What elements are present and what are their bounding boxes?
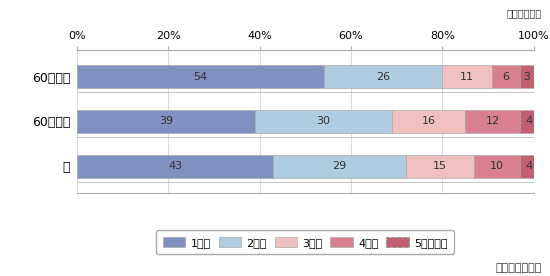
Bar: [323, 65, 442, 88]
Bar: [520, 155, 538, 178]
Bar: [392, 110, 465, 133]
Text: 10: 10: [490, 161, 504, 171]
Text: （単位：％）: （単位：％）: [507, 8, 542, 18]
Bar: [406, 155, 474, 178]
Text: 3: 3: [523, 71, 530, 82]
Text: 15: 15: [433, 161, 447, 171]
Bar: [77, 155, 273, 178]
Text: 4: 4: [525, 161, 532, 171]
Text: 11: 11: [460, 71, 474, 82]
Text: 16: 16: [421, 116, 436, 126]
Text: 6: 6: [503, 71, 510, 82]
Bar: [520, 110, 538, 133]
Text: 39: 39: [159, 116, 173, 126]
Legend: 1箇所, 2箇所, 3箇所, 4箇所, 5箇所以上: 1箇所, 2箇所, 3箇所, 4箇所, 5箇所以上: [156, 230, 454, 254]
Bar: [492, 65, 520, 88]
Text: 54: 54: [193, 71, 207, 82]
Bar: [77, 110, 255, 133]
Bar: [520, 65, 534, 88]
Bar: [474, 155, 520, 178]
Bar: [255, 110, 392, 133]
Bar: [77, 65, 323, 88]
Text: 29: 29: [332, 161, 346, 171]
Bar: [442, 65, 492, 88]
Text: 資料：回遊調査: 資料：回遊調査: [496, 263, 542, 273]
Text: 43: 43: [168, 161, 182, 171]
Text: 4: 4: [525, 116, 532, 126]
Bar: [273, 155, 406, 178]
Bar: [465, 110, 520, 133]
Text: 30: 30: [316, 116, 331, 126]
Text: 12: 12: [485, 116, 499, 126]
Text: 26: 26: [376, 71, 390, 82]
